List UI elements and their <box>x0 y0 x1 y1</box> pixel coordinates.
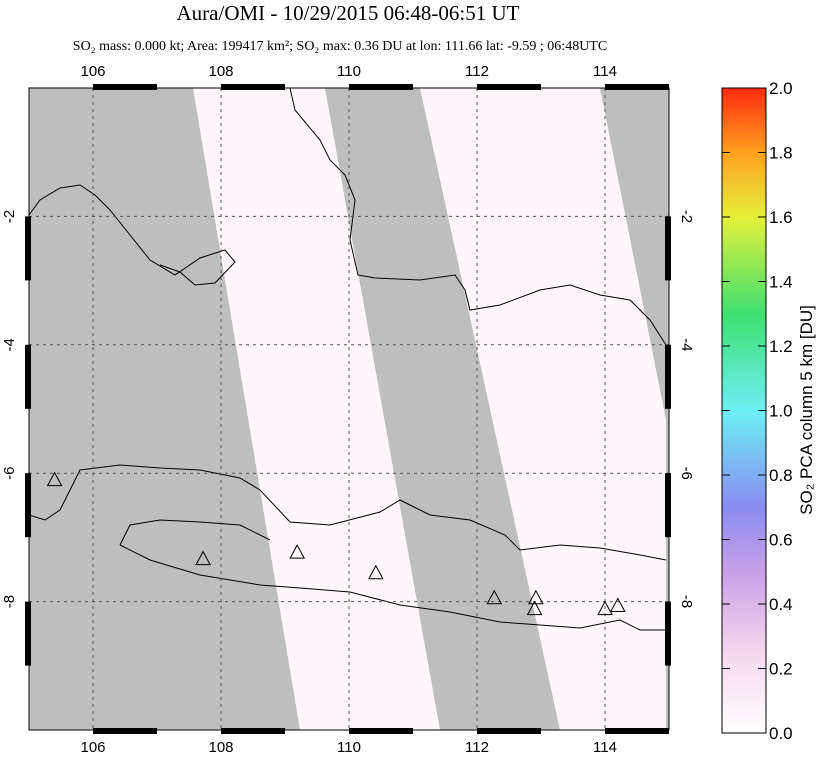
volcanoes <box>46 471 626 616</box>
volcano-marker <box>609 597 626 612</box>
x-tick-label: 114 <box>593 63 617 80</box>
volcano-marker <box>526 600 543 616</box>
y-tick-label: -4 <box>678 338 695 351</box>
tick-bar <box>665 473 671 538</box>
tick-bar <box>605 84 669 90</box>
x-tick-label: 110 <box>337 739 361 756</box>
tick-bar <box>25 601 31 666</box>
y-tick-label: -6 <box>678 467 695 480</box>
colorbar-label: SO₂ PCA column 5 km [DU] <box>797 305 816 515</box>
tick-bar <box>665 216 671 281</box>
y-tick-label: -6 <box>1 467 18 480</box>
volcano-marker <box>289 544 305 559</box>
y-tick-label: -8 <box>678 595 695 608</box>
tick-bar <box>349 84 413 90</box>
tick-bar <box>477 84 541 90</box>
y-tick-label: -2 <box>678 210 695 223</box>
x-tick-label: 106 <box>80 739 105 756</box>
volcano-marker <box>368 564 384 580</box>
y-tick-label: -8 <box>1 595 18 608</box>
volcano-marker <box>46 471 63 487</box>
tick-bar <box>93 84 157 90</box>
colorbar-tick-label: 0.6 <box>769 531 793 550</box>
graticule <box>29 88 669 730</box>
tick-bar <box>665 601 671 666</box>
colorbar-tick-label: 0.4 <box>769 595 793 614</box>
map-area <box>29 88 669 730</box>
y-tick-label: -4 <box>1 338 18 351</box>
tick-bar <box>349 728 413 734</box>
x-tick-label: 108 <box>208 63 233 80</box>
x-tick-label: 110 <box>337 63 361 80</box>
x-tick-label: 106 <box>80 63 105 80</box>
x-tick-label: 114 <box>593 739 617 756</box>
y-tick-label: -2 <box>1 210 18 223</box>
swath <box>420 88 666 730</box>
tick-bar <box>221 728 285 734</box>
coastline <box>29 88 667 631</box>
subtitle: SO₂ mass: 0.000 kt; Area: 199417 km²; SO… <box>73 39 607 54</box>
colorbar-tick-label: 1.0 <box>769 402 793 421</box>
tick-bar <box>665 344 671 409</box>
tick-bar <box>25 216 31 281</box>
volcano-marker <box>486 589 503 605</box>
colorbar-tick-label: 1.8 <box>769 144 793 163</box>
x-tick-label: 108 <box>208 739 233 756</box>
colorbar-tick-label: 1.2 <box>769 337 793 356</box>
colorbar-tick-label: 2.0 <box>769 79 793 98</box>
tick-bar <box>221 84 285 90</box>
volcano-marker <box>597 600 613 616</box>
volcano-marker <box>195 550 211 566</box>
tick-bar <box>605 728 669 734</box>
x-tick-label: 112 <box>465 63 489 80</box>
x-tick-label: 112 <box>465 739 489 756</box>
tick-bar <box>93 728 157 734</box>
tick-bar <box>25 473 31 538</box>
colorbar-tick-label: 0.8 <box>769 466 793 485</box>
colorbar-tick-label: 1.4 <box>769 273 793 292</box>
title: Aura/OMI - 10/29/2015 06:48-06:51 UT <box>177 1 520 25</box>
tick-bar <box>477 728 541 734</box>
colorbar-tick-label: 0.2 <box>769 660 793 679</box>
colorbar-tick-label: 1.6 <box>769 208 793 227</box>
colorbar-tick-label: 0.0 <box>769 724 793 743</box>
tick-bar <box>25 344 31 409</box>
